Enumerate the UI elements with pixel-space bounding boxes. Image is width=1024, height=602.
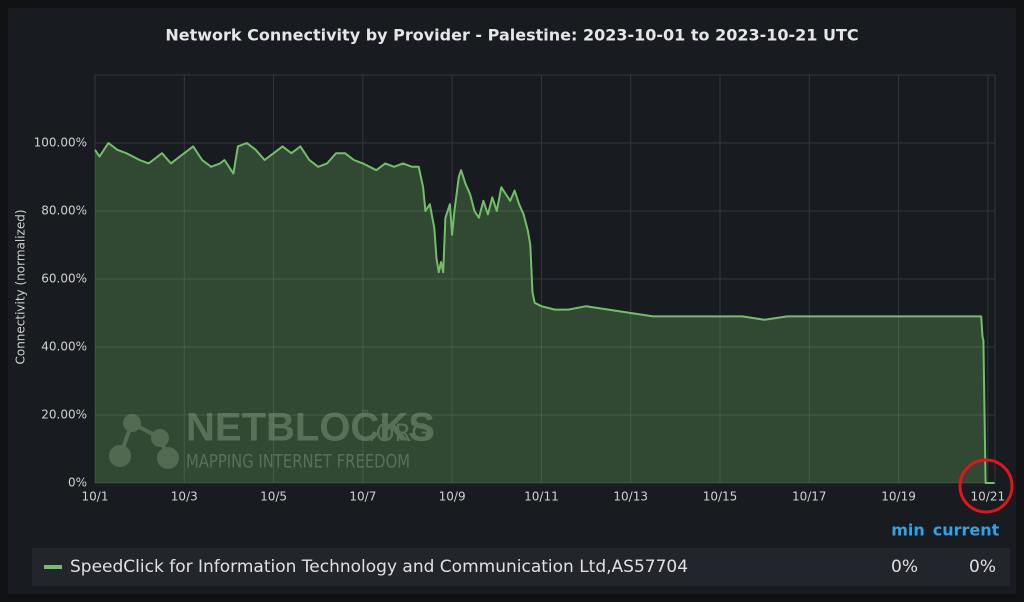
legend-value: 0% [969,557,996,577]
grid: 0% 20.00% 40.00% 60.00% 80.00% 100.00% 10/1 10/… [34,74,1006,504]
legend-header: current [933,521,1000,540]
legend-row [32,548,1010,586]
panel [8,8,1016,594]
x-tick-label: 10/3 [171,490,198,504]
x-tick-label: 10/19 [881,490,916,504]
y-axis-label: Connectivity (normalized) [14,209,28,364]
x-tick-label: 10/1 [82,490,109,504]
x-tick-label: 10/17 [792,490,827,504]
x-tick-label: 10/11 [524,490,559,504]
x-tick-label: 10/21 [971,490,1006,504]
y-tick-label: 80.00% [41,204,87,218]
legend-header: min [891,521,925,540]
watermark-mark: ™ [360,409,370,420]
x-tick-label: 10/15 [703,490,738,504]
watermark: NETBLOCKS .ORG ™ MAPPING INTERNET FREEDO… [109,406,435,473]
x-tick-label: 10/7 [349,490,376,504]
legend-label: SpeedClick for Information Technology an… [70,557,688,577]
x-tick-label: 10/13 [613,490,648,504]
watermark-suffix: .ORG [368,419,430,447]
y-tick-label: 60.00% [41,272,87,286]
area-fill [95,143,995,483]
y-tick-label: 20.00% [41,408,87,422]
x-tick-label: 10/5 [260,490,287,504]
y-tick-label: 40.00% [41,340,87,354]
highlight-circle [958,458,1014,514]
watermark-name: NETBLOCKS [186,406,435,450]
legend: SpeedClick for Information Technology an… [44,557,996,577]
x-tick-label: 10/9 [439,490,466,504]
watermark-logo [109,414,179,469]
series-line [94,142,995,484]
y-tick-label: 100.00% [34,136,87,150]
y-tick-label: 0% [68,476,87,490]
legend-value: 0% [891,557,918,577]
chart-title: Network Connectivity by Provider - Pales… [165,26,858,45]
plot [94,142,995,484]
watermark-tagline: MAPPING INTERNET FREEDOM [186,451,410,473]
plot-frame [94,74,996,484]
